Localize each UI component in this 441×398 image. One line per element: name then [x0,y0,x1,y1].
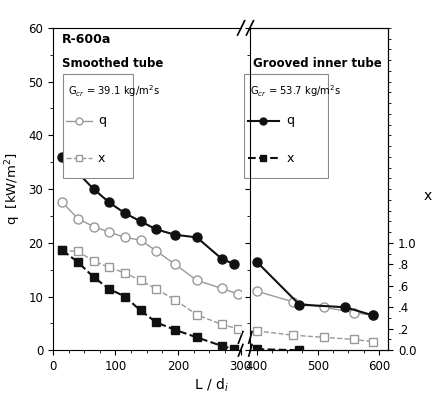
Text: R-600a: R-600a [62,33,112,46]
Y-axis label: q  [kW/m$^2$]: q [kW/m$^2$] [3,153,23,225]
Text: Smoothed tube: Smoothed tube [62,57,164,70]
Text: L / d$_i$: L / d$_i$ [194,377,229,394]
Y-axis label: x: x [423,189,432,203]
Text: Grooved inner tube: Grooved inner tube [253,57,382,70]
